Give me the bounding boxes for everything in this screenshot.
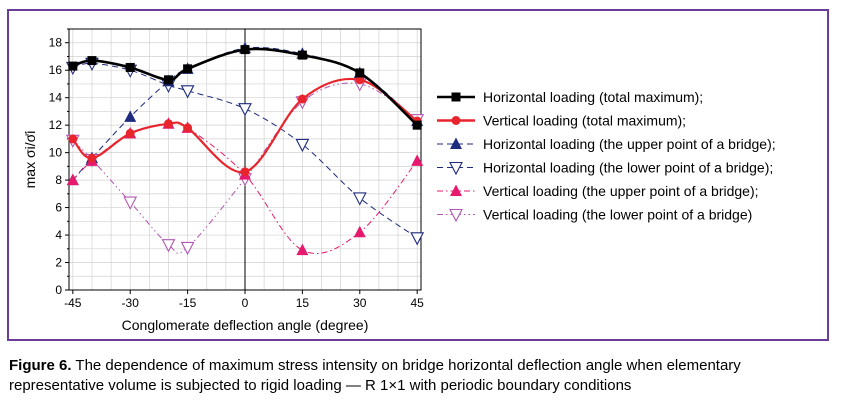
legend-marker-4 [449, 161, 463, 176]
legend-label-4: Horizontal loading (the lower point of a… [483, 160, 773, 176]
y-axis-label: max σi/σ̄i [22, 131, 38, 189]
data-point-series-5 [353, 225, 366, 238]
data-point-series-2 [87, 153, 97, 163]
series-1 [68, 45, 422, 130]
x-tick-label: -15 [179, 296, 197, 310]
data-point-series-4 [180, 85, 195, 99]
legend-label-3: Horizontal loading (the upper point of a… [483, 136, 776, 152]
caption-text: The dependence of maximum stress intensi… [9, 357, 741, 394]
data-point-series-1 [68, 61, 78, 71]
x-tick-label: 30 [353, 296, 367, 310]
y-tick-label: 0 [55, 283, 62, 297]
data-point-series-5 [66, 173, 79, 186]
series-layer [65, 41, 425, 256]
tick-labels: -45 -30 -15 0 15 30 45 0 2 4 6 8 10 12 14 16 18 [49, 36, 425, 310]
stress-chart: -45 -30 -15 0 15 30 45 0 2 4 6 8 10 12 14 16 18 Conglome… [22, 28, 776, 333]
data-point-series-2 [125, 128, 135, 138]
data-point-series-6 [123, 196, 138, 210]
data-point-series-4 [295, 138, 310, 153]
data-point-series-1 [412, 120, 422, 130]
legend-marker-3 [450, 137, 462, 149]
data-point-series-5 [296, 243, 309, 256]
legend-marker-2 [451, 116, 461, 125]
data-point-series-4 [352, 192, 367, 206]
legend-marker-6 [449, 208, 463, 223]
legend-label-5: Vertical loading (the upper point of a b… [483, 183, 759, 199]
y-tick-label: 12 [49, 118, 63, 132]
data-point-series-2 [240, 167, 250, 177]
data-point-series-1 [355, 68, 365, 78]
data-point-series-1 [240, 45, 250, 55]
y-tick-label: 14 [49, 91, 63, 105]
legend: Horizontal loading (total maximum); Verti… [437, 89, 776, 223]
data-point-series-1 [183, 64, 193, 74]
data-point-series-1 [163, 75, 173, 85]
figure-frame: -45 -30 -15 0 15 30 45 0 2 4 6 8 10 12 14 16 18 Conglome… [7, 9, 829, 341]
legend-label-2: Vertical loading (total maximum); [483, 113, 686, 129]
data-point-series-2 [355, 75, 365, 85]
data-point-series-2 [68, 134, 78, 144]
data-point-series-2 [163, 119, 173, 129]
data-point-series-1 [297, 50, 307, 60]
figure-caption: Figure 6. The dependence of maximum stre… [9, 356, 834, 396]
y-tick-label: 6 [55, 201, 62, 215]
legend-marker-5 [450, 184, 462, 196]
data-point-series-5 [411, 154, 424, 166]
legend-label-6: Vertical loading (the lower point of a b… [483, 207, 752, 223]
legend-marker-1 [451, 92, 461, 102]
x-axis-label: Conglomerate deflection angle (degree) [122, 317, 369, 333]
caption-label: Figure 6. [9, 357, 72, 374]
y-tick-label: 2 [55, 256, 62, 270]
x-tick-label: -30 [122, 296, 140, 310]
x-tick-label: 45 [410, 296, 424, 310]
y-tick-label: 8 [55, 173, 62, 187]
series-line-6 [72, 82, 418, 254]
data-point-series-6 [161, 239, 176, 253]
data-point-series-4 [238, 103, 252, 117]
x-tick-label: 0 [242, 296, 249, 310]
x-tick-label: -45 [64, 296, 82, 310]
y-tick-label: 10 [49, 146, 63, 160]
data-point-series-1 [87, 56, 97, 66]
data-point-series-4 [410, 232, 425, 246]
data-point-series-2 [183, 123, 193, 133]
y-tick-label: 4 [55, 228, 62, 242]
data-point-series-1 [125, 62, 135, 72]
y-tick-label: 18 [49, 36, 63, 50]
axes [65, 28, 422, 294]
data-point-series-3 [124, 110, 137, 122]
y-tick-label: 16 [49, 63, 63, 77]
legend-label-1: Horizontal loading (total maximum); [483, 89, 703, 105]
data-point-series-6 [180, 241, 195, 256]
data-point-series-2 [297, 94, 307, 104]
series-line-2 [71, 77, 418, 174]
x-tick-label: 15 [296, 296, 310, 310]
